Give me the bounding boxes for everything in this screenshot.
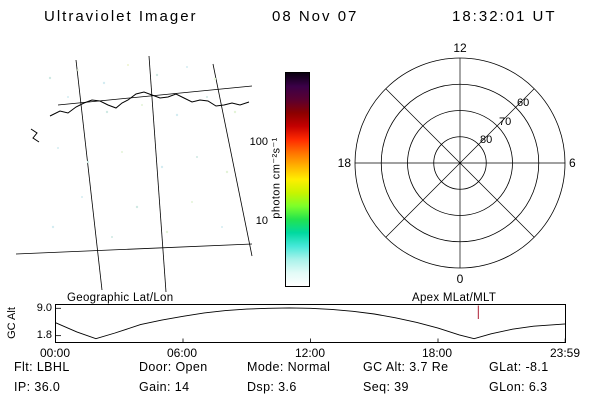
colorbar-unit-label: photon cm⁻²s⁻¹ (270, 137, 283, 219)
colorbar (285, 72, 310, 287)
geographic-map-panel (16, 56, 253, 292)
polar-grid-panel: 12 0 18 6 60 70 80 (338, 41, 576, 286)
status-glon: GLon: 6.3 (489, 380, 548, 394)
polar-mlt-spokes (355, 58, 565, 268)
xtick-0600: 06:00 (166, 346, 198, 360)
annotation-apex-mlatmlt: Apex MLat/MLT (412, 292, 497, 304)
ytick-low: 1.8 (36, 329, 52, 341)
mlt-label-12: 12 (453, 41, 467, 55)
status-flt: Flt: LBHL (14, 360, 70, 374)
gc-alt-curve (55, 307, 566, 340)
xtick-1200: 12:00 (294, 346, 326, 360)
ytick-high: 9.0 (36, 302, 52, 314)
lat-label-60: 60 (517, 97, 529, 109)
map-grid-lines (16, 56, 253, 292)
status-gain: Gain: 14 (139, 380, 190, 394)
status-ip: IP: 36.0 (14, 380, 61, 394)
axis-ticks (55, 307, 566, 342)
chart-frame (55, 304, 566, 343)
app-title: Ultraviolet Imager (44, 8, 198, 25)
status-seq: Seq: 39 (363, 380, 409, 394)
time-label: 18:32:01 UT (452, 8, 557, 25)
status-glat: GLat: -8.1 (489, 360, 549, 374)
gc-alt-strip-chart (55, 304, 566, 343)
coastline (49, 91, 250, 117)
xtick-2359: 23:59 (549, 346, 581, 360)
status-mode: Mode: Normal (247, 360, 331, 374)
colorbar-tick-10: 10 (255, 215, 268, 227)
mlt-label-0: 0 (457, 272, 464, 286)
lat-label-80: 80 (480, 134, 492, 146)
mlt-label-6: 6 (569, 156, 576, 170)
status-gcalt: GC Alt: 3.7 Re (363, 360, 449, 374)
mlt-label-18: 18 (338, 156, 352, 170)
status-dsp: Dsp: 3.6 (247, 380, 297, 394)
annotation-geographic-latlon: Geographic Lat/Lon (67, 292, 174, 304)
xtick-1800: 18:00 (421, 346, 453, 360)
image-speckles (48, 64, 237, 238)
xtick-0000: 00:00 (39, 346, 71, 360)
strip-chart-ylabel: GC Alt (6, 307, 18, 339)
coastline-fragment (30, 128, 40, 143)
date-label: 08 Nov 07 (272, 8, 359, 25)
colorbar-tick-100: 100 (249, 136, 268, 148)
lat-label-70: 70 (499, 116, 511, 128)
status-door: Door: Open (139, 360, 208, 374)
